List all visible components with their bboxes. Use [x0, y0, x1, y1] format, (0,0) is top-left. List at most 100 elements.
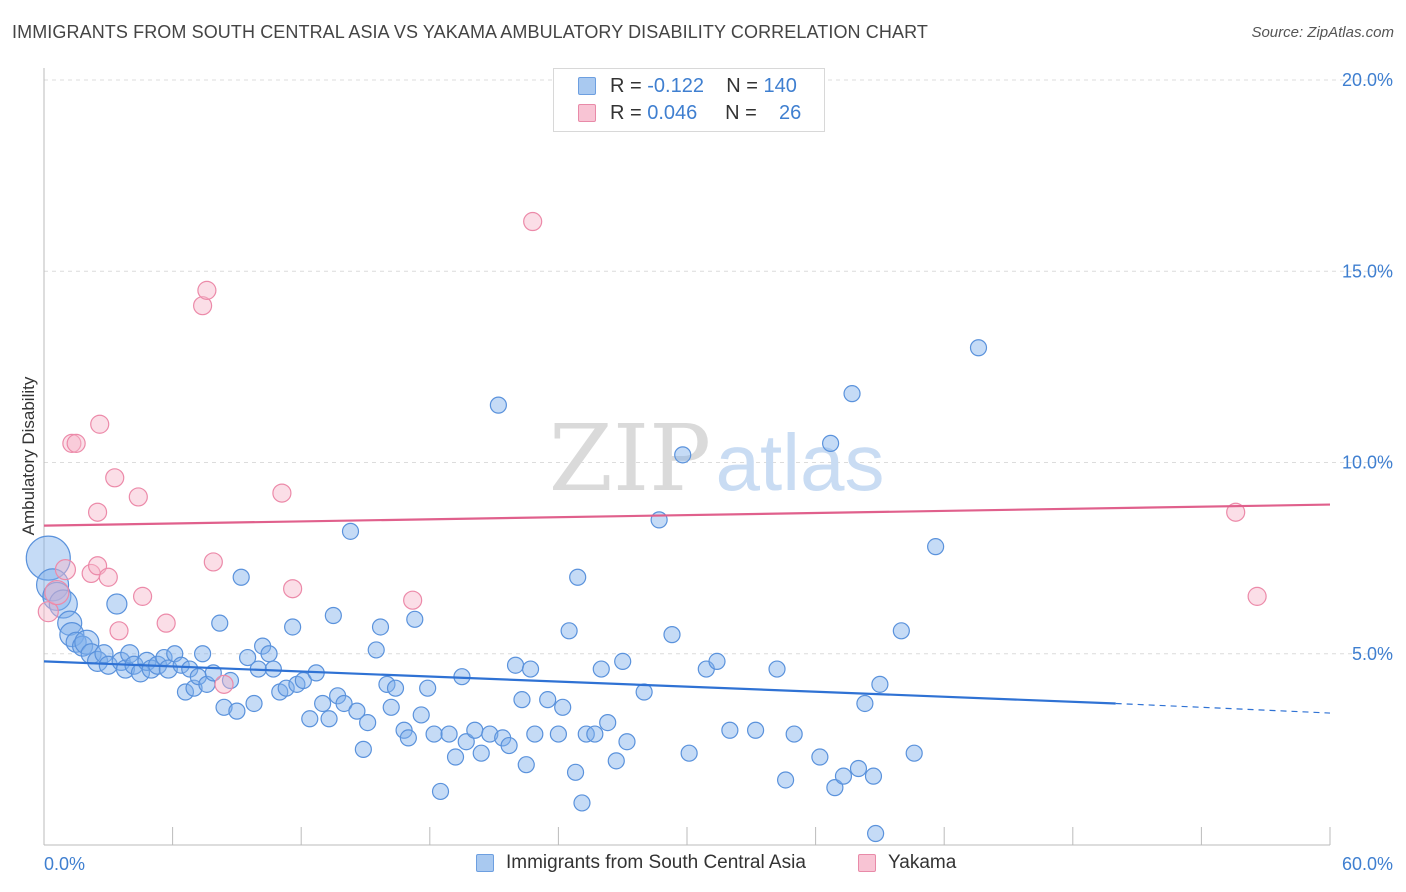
- legend-n-value: 26: [779, 101, 802, 124]
- point-immigrants: [194, 645, 212, 663]
- point-immigrants: [521, 660, 540, 678]
- point-yakama: [197, 280, 217, 300]
- watermark-atlas: atlas: [716, 418, 885, 507]
- x-tick-label: 0.0%: [44, 854, 85, 874]
- axes: [43, 68, 1331, 846]
- legend-row-immigrants: R = -0.122 N = 140: [578, 73, 797, 99]
- point-immigrants: [843, 385, 861, 403]
- point-immigrants: [614, 652, 632, 671]
- point-yakama: [87, 502, 108, 522]
- point-immigrants: [172, 656, 190, 674]
- point-immigrants: [481, 725, 499, 743]
- point-immigrants: [867, 824, 885, 843]
- point-immigrants: [431, 782, 450, 801]
- point-immigrants: [382, 698, 400, 716]
- point-immigrants: [969, 339, 988, 357]
- point-immigrants: [776, 771, 795, 789]
- point-yakama: [1247, 586, 1267, 606]
- point-yakama: [214, 674, 234, 694]
- point-immigrants: [549, 725, 568, 743]
- point-immigrants: [314, 694, 332, 713]
- point-immigrants: [560, 622, 578, 640]
- point-immigrants: [746, 721, 765, 739]
- point-immigrants: [554, 698, 572, 716]
- point-immigrants: [500, 736, 518, 755]
- point-yakama: [98, 567, 118, 587]
- point-immigrants: [440, 725, 458, 743]
- legend-r-label: R =: [610, 74, 642, 97]
- point-yakama: [128, 487, 148, 507]
- point-immigrants: [849, 759, 868, 778]
- legend-row-yakama: R = 0.046 N = 26: [578, 100, 801, 126]
- point-immigrants: [25, 535, 71, 581]
- chart-title: IMMIGRANTS FROM SOUTH CENTRAL ASIA VS YA…: [12, 22, 928, 42]
- point-immigrants: [378, 675, 396, 693]
- point-immigrants: [354, 740, 372, 758]
- point-immigrants: [120, 644, 140, 664]
- point-immigrants: [539, 691, 557, 709]
- legend-label-yakama: Yakama: [888, 852, 957, 873]
- point-immigrants: [513, 691, 531, 709]
- point-immigrants: [871, 675, 889, 693]
- point-yakama: [109, 621, 129, 641]
- point-immigrants: [650, 511, 668, 529]
- point-immigrants: [176, 683, 195, 701]
- y-tick-label: 5.0%: [1352, 644, 1393, 664]
- point-immigrants: [284, 618, 302, 636]
- point-immigrants: [446, 748, 465, 766]
- legend-swatch-yakama: [858, 854, 876, 872]
- point-immigrants: [260, 645, 278, 663]
- point-immigrants: [618, 733, 636, 751]
- point-immigrants: [864, 767, 883, 785]
- point-immigrants: [811, 748, 829, 766]
- point-immigrants: [663, 626, 681, 644]
- y-tick-label: 15.0%: [1342, 261, 1393, 281]
- point-yakama: [90, 414, 110, 434]
- legend-swatch-immigrants: [578, 77, 596, 95]
- point-immigrants: [130, 663, 151, 683]
- point-yakama: [156, 613, 176, 633]
- point-immigrants: [905, 744, 923, 762]
- point-immigrants: [277, 679, 295, 697]
- watermark: ZIP atlas: [549, 405, 885, 512]
- legend-swatch-yakama: [578, 104, 596, 122]
- point-immigrants: [399, 729, 417, 747]
- x-tick-label: 60.0%: [1342, 854, 1393, 874]
- legend-r-value: 0.046: [647, 101, 698, 124]
- point-immigrants: [785, 725, 803, 743]
- point-immigrants: [708, 652, 726, 671]
- legend-r-label: R =: [610, 101, 642, 124]
- data-points: [25, 211, 1267, 843]
- point-immigrants: [586, 725, 604, 743]
- point-immigrants: [264, 660, 282, 678]
- trend-line-extension: [1115, 702, 1331, 714]
- point-immigrants: [412, 706, 430, 724]
- point-yakama: [193, 296, 213, 316]
- legend-n-label: N =: [725, 101, 757, 124]
- point-immigrants: [65, 631, 87, 653]
- point-yakama: [54, 558, 77, 581]
- point-yakama: [523, 211, 543, 232]
- trend-lines: [43, 503, 1331, 714]
- stats-legend: R = -0.122 N = 140 R = 0.046 N = 26: [553, 68, 825, 132]
- legend-swatch-immigrants: [476, 854, 494, 872]
- point-immigrants: [425, 725, 443, 743]
- point-immigrants: [635, 683, 653, 701]
- point-immigrants: [245, 694, 263, 713]
- point-immigrants: [822, 434, 840, 452]
- point-immigrants: [927, 538, 945, 556]
- point-immigrants: [569, 568, 587, 586]
- point-immigrants: [215, 698, 233, 716]
- point-immigrants: [466, 721, 484, 739]
- y-tick-label: 20.0%: [1342, 70, 1393, 90]
- point-yakama: [283, 579, 303, 599]
- point-immigrants: [489, 396, 507, 414]
- point-immigrants: [834, 767, 853, 785]
- point-immigrants: [607, 752, 625, 770]
- point-immigrants: [301, 710, 319, 728]
- legend-n-value: 140: [763, 74, 797, 97]
- point-immigrants: [239, 648, 257, 667]
- point-immigrants: [892, 622, 910, 640]
- point-yakama: [62, 433, 82, 453]
- point-immigrants: [367, 641, 385, 659]
